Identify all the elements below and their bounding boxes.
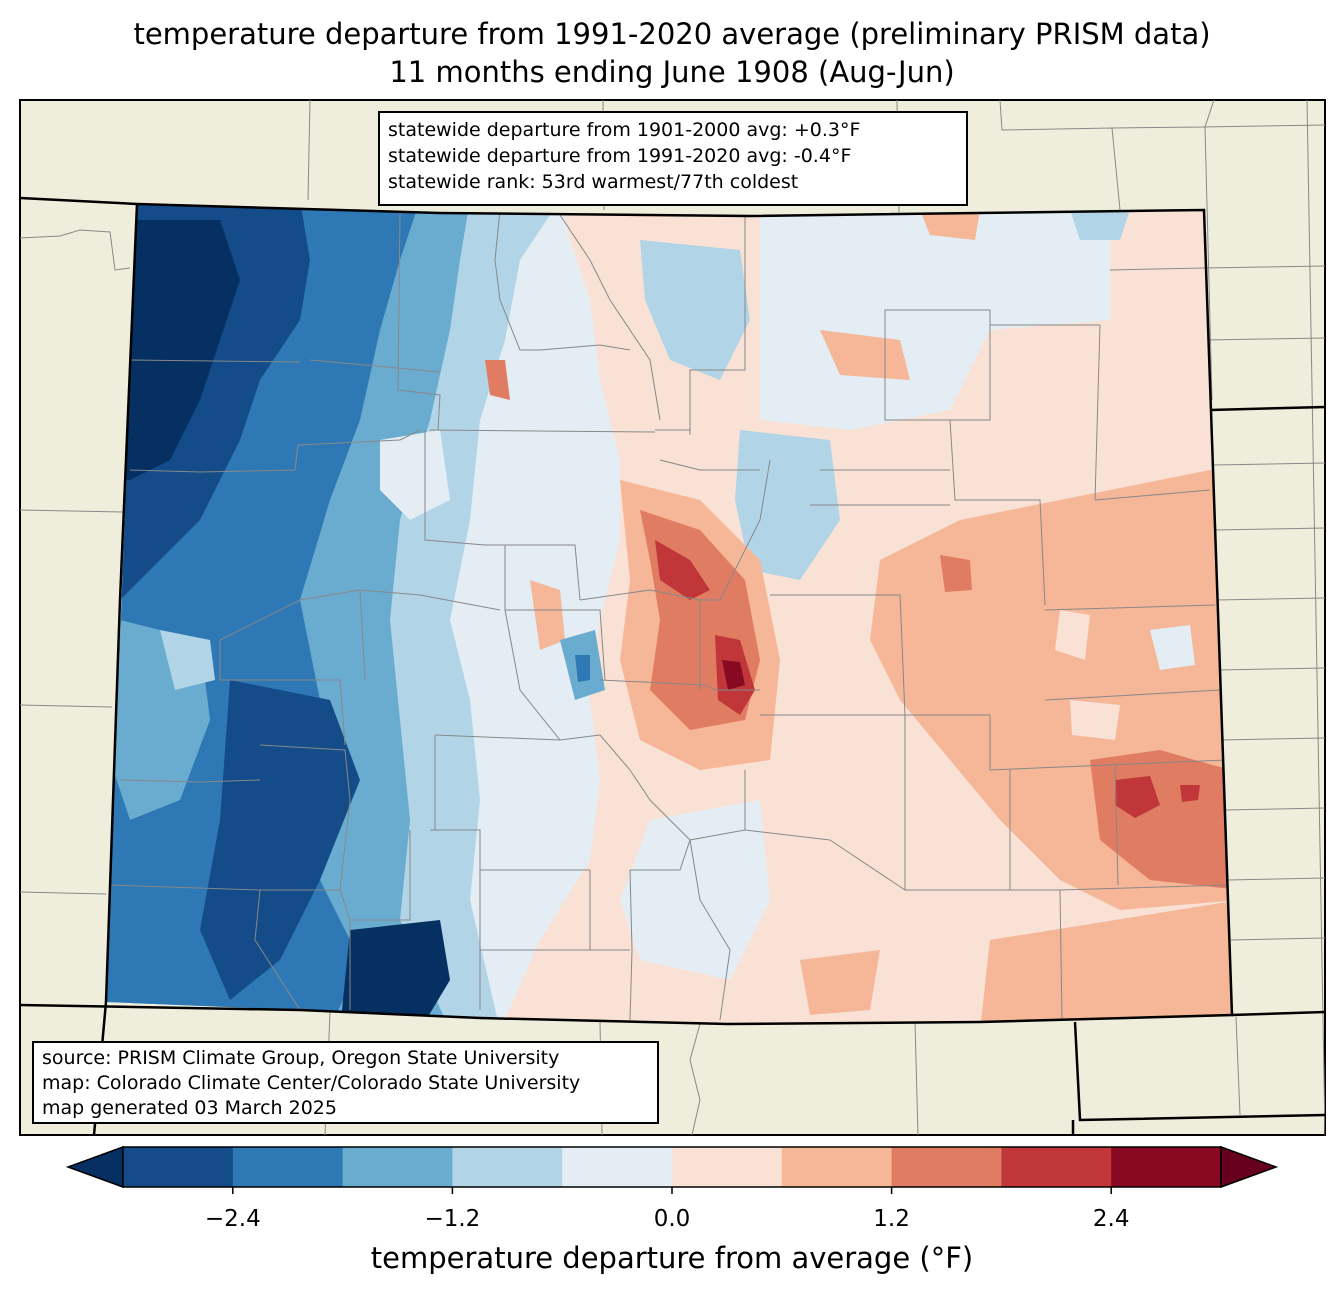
- map-subtitle: 11 months ending June 1908 (Aug-Jun): [389, 55, 955, 89]
- stats-departure-1991-2020: statewide departure from 1991-2020 avg: …: [388, 145, 852, 167]
- colorbar-bin: [891, 1147, 1002, 1187]
- temperature-field: [106, 204, 1232, 1024]
- statewide-stats-box: statewide departure from 1901-2000 avg: …: [378, 111, 968, 206]
- source-line: source: PRISM Climate Group, Oregon Stat…: [42, 1047, 560, 1069]
- colorbar-bin: [1111, 1147, 1222, 1187]
- colorbar-bin: [672, 1147, 783, 1187]
- stats-departure-1901-2000: statewide departure from 1901-2000 avg: …: [388, 119, 861, 141]
- colorbar-label: temperature departure from average (°F): [370, 1241, 974, 1275]
- colorbar-bin: [1001, 1147, 1112, 1187]
- colorbar-extend-high: [1220, 1145, 1279, 1189]
- colorbar-tick-label: 0.0: [653, 1206, 691, 1232]
- colorbar-tick-label: −1.2: [424, 1206, 481, 1232]
- generated-date-line: map generated 03 March 2025: [42, 1097, 337, 1119]
- colorbar-bin: [452, 1147, 563, 1187]
- map-credit-line: map: Colorado Climate Center/Colorado St…: [42, 1072, 581, 1094]
- county-lines: [109, 209, 1231, 1021]
- colorbar-tick-label: 1.2: [873, 1206, 910, 1232]
- colorbar-extend-low: [65, 1145, 124, 1189]
- colorbar-bin: [232, 1147, 344, 1187]
- colorbar-bin: [123, 1147, 234, 1187]
- colorbar-bin: [342, 1147, 453, 1187]
- source-box: source: PRISM Climate Group, Oregon Stat…: [32, 1041, 659, 1124]
- colorbar-bin: [562, 1147, 673, 1187]
- colorbar-tick-label: −2.4: [204, 1206, 261, 1232]
- colorbar: [65, 1145, 1279, 1194]
- map-title: temperature departure from 1991-2020 ave…: [133, 17, 1211, 51]
- colorbar-bin: [781, 1147, 893, 1187]
- colorbar-tick-label: 2.4: [1092, 1206, 1130, 1232]
- stats-rank: statewide rank: 53rd warmest/77th coldes…: [388, 171, 799, 193]
